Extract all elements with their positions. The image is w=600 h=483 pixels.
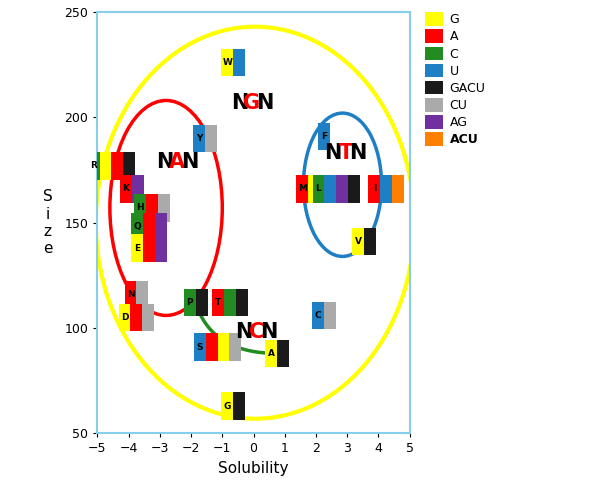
Bar <box>131 234 143 262</box>
Bar <box>277 340 289 367</box>
Bar <box>125 281 136 308</box>
Bar <box>312 302 324 329</box>
Text: K: K <box>122 185 130 194</box>
Bar <box>233 392 245 420</box>
Text: D: D <box>121 313 128 322</box>
Bar <box>158 194 170 222</box>
Bar <box>88 152 100 180</box>
Bar <box>131 213 143 241</box>
Bar <box>143 213 155 241</box>
Legend: G, A, C, U, GACU, CU, AG, ACU: G, A, C, U, GACU, CU, AG, ACU <box>422 10 488 149</box>
X-axis label: Solubility: Solubility <box>218 461 289 476</box>
Text: R: R <box>90 161 97 170</box>
Bar <box>132 175 143 203</box>
Bar <box>296 175 308 203</box>
Bar <box>143 234 155 262</box>
Bar <box>119 304 130 331</box>
Bar <box>155 234 167 262</box>
Bar <box>120 175 132 203</box>
Bar <box>233 49 245 76</box>
Bar <box>155 213 167 241</box>
Bar <box>146 194 158 222</box>
Text: G: G <box>244 93 260 113</box>
Text: G: G <box>224 401 231 411</box>
Text: C: C <box>249 322 264 342</box>
Text: V: V <box>355 237 362 246</box>
Text: Y: Y <box>196 134 202 143</box>
Text: N: N <box>235 322 253 342</box>
Bar <box>224 289 236 316</box>
Bar <box>318 123 329 150</box>
Text: N: N <box>156 152 173 171</box>
Text: A: A <box>169 152 185 171</box>
Text: H: H <box>136 203 144 213</box>
Bar <box>184 289 196 316</box>
Text: W: W <box>223 58 232 67</box>
Text: F: F <box>321 132 327 141</box>
Bar <box>218 333 229 361</box>
Text: S: S <box>197 342 203 352</box>
Bar <box>130 304 142 331</box>
Bar <box>205 125 217 152</box>
Text: C: C <box>314 311 321 320</box>
Text: A: A <box>268 349 274 358</box>
Text: I: I <box>373 185 376 194</box>
Text: N: N <box>181 152 198 171</box>
Text: Q: Q <box>133 223 141 231</box>
Bar <box>193 125 205 152</box>
Bar <box>336 175 348 203</box>
Bar <box>221 392 233 420</box>
Text: N: N <box>325 143 342 163</box>
Bar <box>324 302 335 329</box>
Bar <box>221 49 233 76</box>
Text: N: N <box>256 93 273 113</box>
Bar <box>194 333 206 361</box>
Text: T: T <box>338 143 353 163</box>
Bar <box>348 175 360 203</box>
Text: P: P <box>187 298 193 307</box>
Bar <box>265 340 277 367</box>
Bar <box>212 289 224 316</box>
Text: L: L <box>316 185 322 194</box>
Bar <box>229 333 241 361</box>
Bar <box>206 333 218 361</box>
Bar <box>236 289 248 316</box>
Bar <box>380 175 392 203</box>
Bar <box>136 281 148 308</box>
Text: E: E <box>134 243 140 253</box>
Text: T: T <box>215 298 221 307</box>
Y-axis label: S
i
z
e: S i z e <box>43 189 53 256</box>
Text: N: N <box>260 322 278 342</box>
Bar <box>313 175 325 203</box>
Bar <box>364 228 376 256</box>
Text: N: N <box>231 93 248 113</box>
Bar <box>392 175 404 203</box>
Bar <box>308 175 320 203</box>
Bar <box>368 175 380 203</box>
Bar <box>352 228 364 256</box>
Text: N: N <box>349 143 367 163</box>
Bar <box>196 289 208 316</box>
Bar <box>112 152 124 180</box>
Bar <box>134 194 146 222</box>
Text: M: M <box>298 185 307 194</box>
Bar <box>142 304 154 331</box>
Bar <box>124 152 135 180</box>
Text: N: N <box>127 290 134 299</box>
Bar <box>100 152 112 180</box>
Bar <box>325 175 336 203</box>
